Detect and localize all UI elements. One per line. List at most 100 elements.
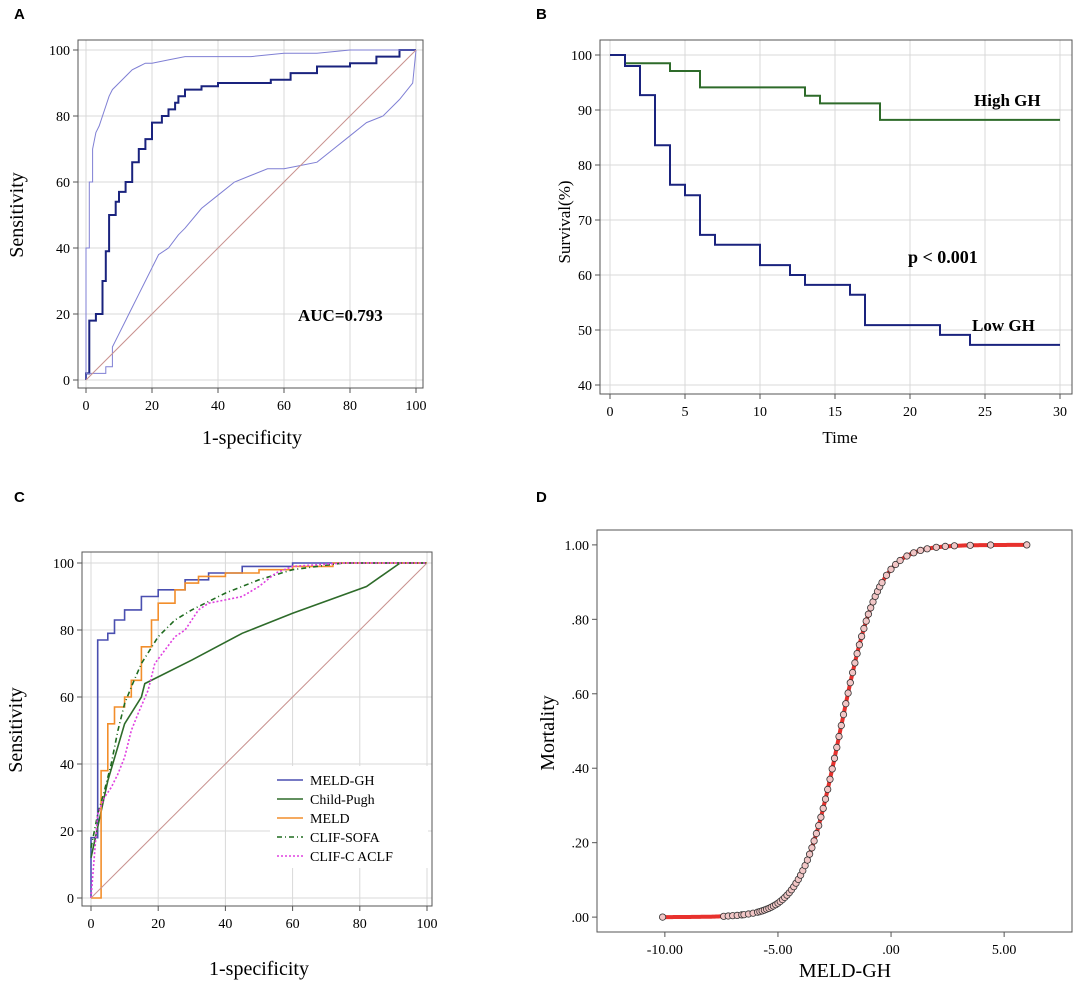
panel-b-x-tick-label: 20 [903,405,917,420]
panel-c-legend: MELD-GH Child-Pugh MELD CLIF-SOFA CLIF-C ACL… [270,766,428,868]
panel-b-frame [599,39,1073,395]
panel-d-frame [596,529,1073,933]
panel-c-y-tick-label: 0 [67,892,74,907]
panel-a-x-tick-label: 80 [343,399,357,414]
panel-d-data-point [824,785,832,794]
panel-d-data-point [839,710,848,719]
panel-c-series-child-pugh [90,562,427,858]
panel-b-x-tick-label: 5 [682,405,689,420]
panel-b-high-gh-label: High GH [974,91,1041,110]
panel-c-ticks: 0 20 40 60 80 100 0 20 40 60 80 100 [53,557,438,932]
panel-c-x-tick-label: 20 [151,917,165,932]
panel-d-y-tick-label: .00 [572,911,590,926]
panel-b-x-tick-label: 30 [1053,405,1067,420]
panel-d-data-point [808,844,816,852]
panel-c-y-tick-label: 40 [60,758,74,773]
panel-d-data-point [812,829,821,838]
panel-b-ticks: 0 5 10 15 20 25 30 40 50 60 70 80 90 100 [571,49,1067,420]
panel-d-x-tick-label: -5.00 [763,943,792,958]
panel-d-logistic-curve [662,542,1027,920]
panel-d-y-axis-label: Mortality [537,695,559,771]
panel-d-y-tick-label: .80 [572,613,590,628]
panel-d-data-point [867,604,875,612]
panel-b-x-tick-label: 0 [607,405,614,420]
panel-d-data-point [891,560,900,569]
panel-d-data-point [853,649,861,658]
panel-a-ticks: 0 20 40 60 80 100 0 20 40 60 80 100 [49,44,427,414]
panel-b-x-tick-label: 25 [978,405,992,420]
panel-d-data-point [851,659,859,667]
panel-d-data-point [923,545,931,553]
panel-d-data-point [817,813,825,821]
panel-c-legend-label: CLIF-C ACLF [310,850,393,865]
panel-a-series-ci-upper [85,49,416,380]
panel-b-survival-chart: B 0 5 10 15 20 25 30 40 50 60 70 80 90 100 Time Survi… [536,6,1073,447]
panel-d-y-tick-label: 1.00 [565,539,590,554]
panel-d-data-point [887,565,895,573]
panel-a-y-tick-label: 40 [56,242,70,257]
panel-c-legend-box [270,766,428,868]
panel-c-letter: C [14,489,25,506]
panel-a-x-tick-label: 100 [406,399,427,414]
panel-a-roc-chart: A 0 20 40 60 80 100 0 20 40 60 80 100 1-specificity… [6,6,427,449]
panel-a-x-axis-label: 1-specificity [202,427,302,449]
panel-d-x-axis-label: MELD-GH [799,960,891,982]
panel-d-data-point [842,700,850,708]
panel-d-data-point [986,541,995,549]
panel-a-plot [85,49,417,381]
panel-d-data-point [810,837,818,845]
panel-d-data-point [916,546,925,555]
panel-d-data-point [835,732,843,741]
panel-c-y-tick-label: 20 [60,825,74,840]
panel-d-ticks: -10.00 -5.00 .00 5.00 .00 .20 .40 .60 .80 1.00 [565,539,1017,958]
panel-c-y-tick-label: 60 [60,691,74,706]
panel-c-series-clif-c-aclf [90,562,427,899]
panel-b-y-tick-label: 100 [571,49,592,64]
panel-a-frame [77,39,424,389]
panel-d-data-point [815,821,823,830]
panel-d-data-point [862,617,870,625]
panel-b-low-gh-label: Low GH [972,316,1035,335]
panel-c-x-tick-label: 80 [353,917,367,932]
panel-d-logistic-chart: D -10.00 -5.00.00 5.00.00.20.40.60.801.00 … [536,489,1073,982]
panel-d-data-point [910,549,918,557]
panel-b-series-low-gh [610,54,1060,346]
panel-d-data-point [903,552,911,560]
panel-b-y-tick-label: 80 [578,159,592,174]
panel-a-grid [78,40,423,388]
panel-d-data-point [833,743,841,752]
panel-c-legend-label: MELD [310,812,350,827]
panel-c-y-axis-label: Sensitivity [5,687,27,773]
panel-b-grid [600,40,1072,394]
panel-b-y-tick-label: 50 [578,324,592,339]
panel-b-plot [610,54,1060,346]
panel-c-legend-label: MELD-GH [310,774,375,789]
panel-c-x-tick-label: 40 [218,917,232,932]
panel-a-x-tick-label: 20 [145,399,159,414]
panel-d-y-tick-label: .20 [572,837,590,852]
panel-a-series-roc [85,49,416,380]
panel-d-data-point [821,795,830,803]
panel-d-data-point [855,641,864,649]
panel-d-data-point [950,542,959,550]
panel-c-x-axis-label: 1-specificity [209,958,309,980]
panel-d-data-point [864,610,873,618]
panel-a-x-tick-label: 60 [277,399,291,414]
panel-b-letter: B [536,6,547,23]
panel-a-letter: A [14,6,25,23]
panel-d-data-point [878,578,886,587]
panel-c-x-tick-label: 60 [286,917,300,932]
panel-a-y-axis-label: Sensitivity [6,172,28,258]
panel-c-series-reference [90,562,428,899]
panel-d-plot [658,541,1031,921]
panel-c-x-tick-label: 100 [417,917,438,932]
panel-a-y-tick-label: 0 [63,374,70,389]
panel-b-x-tick-label: 15 [828,405,842,420]
panel-a-auc-annotation: AUC=0.793 [298,306,383,325]
panel-a-y-tick-label: 60 [56,176,70,191]
panel-b-y-tick-label: 90 [578,104,592,119]
panel-d-y-tick-label: .40 [572,762,590,777]
panel-d-data-point [819,804,827,813]
panel-d-data-point [846,679,854,687]
panel-d-data-point [844,689,852,697]
